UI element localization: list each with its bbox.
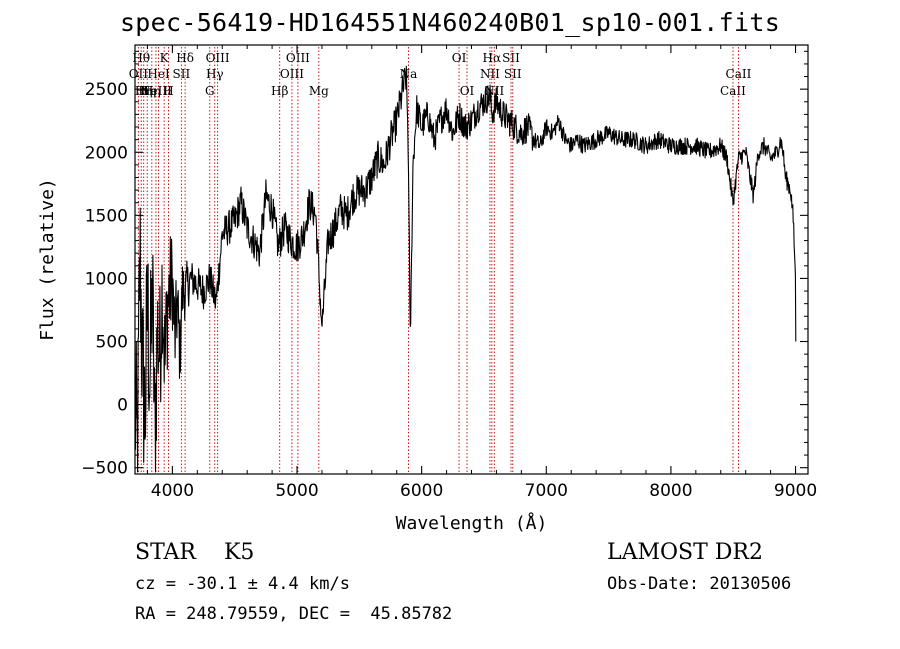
spectral-line-label: G [205, 84, 215, 98]
spectral-line-label: HeI [147, 67, 170, 81]
y-tick-label: 1500 [85, 206, 128, 226]
spectral-line-label: SII [173, 67, 191, 81]
survey-name: LAMOST DR2 [607, 540, 763, 565]
spectral-line-label: Hγ [206, 67, 224, 81]
spectral-line-label: Hη [143, 84, 161, 98]
spectral-line-label: OIII [206, 51, 230, 65]
spectral-line-label: NeIII [140, 84, 172, 98]
spectral-line-label: K [160, 51, 170, 65]
spectral-line-label: Hη [138, 84, 156, 98]
x-tick-label: 4000 [151, 481, 194, 501]
observation-date: Obs-Date: 20130506 [607, 574, 792, 594]
x-tick-label: 5000 [275, 481, 318, 501]
spectral-line-label: NII [480, 67, 500, 81]
spectral-line-label: CaII [726, 67, 752, 81]
object-class: STAR K5 [135, 540, 255, 565]
spectral-line-label: CaII [720, 84, 746, 98]
y-tick-label: −500 [81, 459, 128, 479]
y-tick-label: 0 [117, 396, 128, 416]
spectral-line-label: Hη [135, 84, 153, 98]
spectral-line-label: Hδ [176, 51, 194, 65]
spectral-line-label: OII [129, 67, 149, 81]
spectral-line-label: OI [452, 51, 467, 65]
spectral-line-label: OI [460, 84, 475, 98]
y-tick-label: 2000 [85, 143, 128, 163]
chart-title: spec-56419-HD164551N460240B01_sp10-001.f… [119, 8, 781, 37]
redshift-value: cz = -30.1 ± 4.4 km/s [135, 574, 350, 594]
x-tick-label: 6000 [400, 481, 443, 501]
spectrum-line [134, 65, 797, 473]
spectral-line-label: OIII [286, 51, 310, 65]
spectral-line-label: SII [504, 67, 522, 81]
y-axis-label: Flux (relative) [37, 178, 58, 341]
plot-frame [134, 44, 809, 475]
x-tick-label: 8000 [649, 481, 692, 501]
spectral-line-label: Hθ [132, 51, 150, 65]
y-tick-label: 2500 [85, 80, 128, 100]
x-tick-label: 7000 [525, 481, 568, 501]
x-tick-label: 9000 [774, 481, 817, 501]
spectral-line-label: Hβ [271, 84, 288, 98]
spectral-line-label: SII [502, 51, 520, 65]
spectral-line-label: H [163, 84, 173, 98]
y-tick-label: 1000 [85, 269, 128, 289]
coordinates: RA = 248.79559, DEC = 45.85782 [135, 604, 453, 624]
spectral-line-label: OIII [280, 67, 304, 81]
spectral-line-label: Hα [483, 51, 502, 65]
spectral-line-label: Mg [309, 84, 329, 98]
x-axis-label: Wavelength (Å) [396, 512, 548, 534]
y-tick-label: 500 [96, 333, 128, 353]
